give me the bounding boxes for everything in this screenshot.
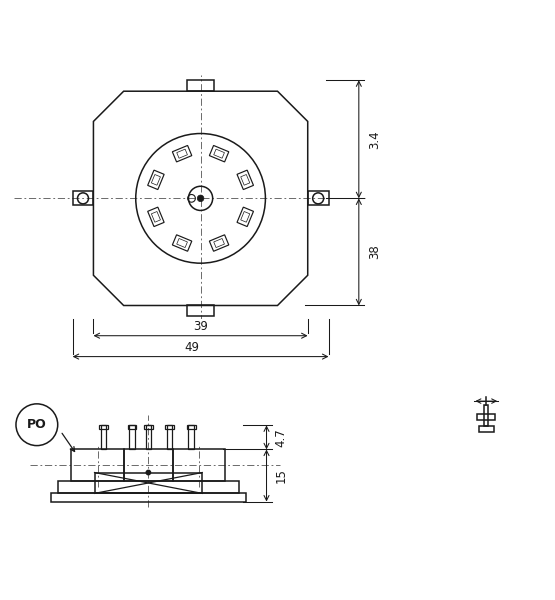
- Text: 38: 38: [368, 245, 381, 259]
- Bar: [173, 449, 225, 481]
- Circle shape: [197, 195, 204, 202]
- Bar: [484, 406, 488, 427]
- Bar: [187, 425, 195, 429]
- Text: 4.7: 4.7: [274, 428, 287, 447]
- Text: 49: 49: [185, 341, 200, 355]
- Text: PO: PO: [27, 418, 47, 431]
- Bar: [128, 425, 137, 429]
- Text: 39: 39: [193, 320, 208, 334]
- Bar: [189, 425, 194, 449]
- Bar: [99, 425, 108, 429]
- Bar: [166, 425, 172, 449]
- Bar: [144, 425, 153, 429]
- Bar: [477, 414, 495, 420]
- Text: 15: 15: [274, 468, 287, 483]
- Circle shape: [146, 470, 150, 475]
- Bar: [145, 425, 151, 449]
- Bar: [94, 473, 202, 493]
- Text: 3.4: 3.4: [368, 130, 381, 149]
- Bar: [124, 449, 173, 481]
- Bar: [100, 425, 106, 449]
- Bar: [72, 449, 124, 481]
- Bar: [165, 425, 174, 429]
- Bar: [129, 425, 135, 449]
- Bar: [58, 481, 239, 493]
- Bar: [51, 493, 246, 502]
- Bar: [478, 427, 494, 432]
